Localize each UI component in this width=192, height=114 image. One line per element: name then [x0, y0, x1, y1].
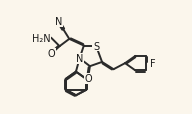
- Text: N: N: [76, 54, 83, 64]
- Text: N: N: [55, 17, 62, 27]
- Text: O: O: [84, 74, 92, 84]
- Text: S: S: [93, 41, 99, 51]
- Text: H₂N: H₂N: [32, 33, 50, 43]
- Text: F: F: [150, 59, 156, 69]
- Text: O: O: [48, 49, 55, 59]
